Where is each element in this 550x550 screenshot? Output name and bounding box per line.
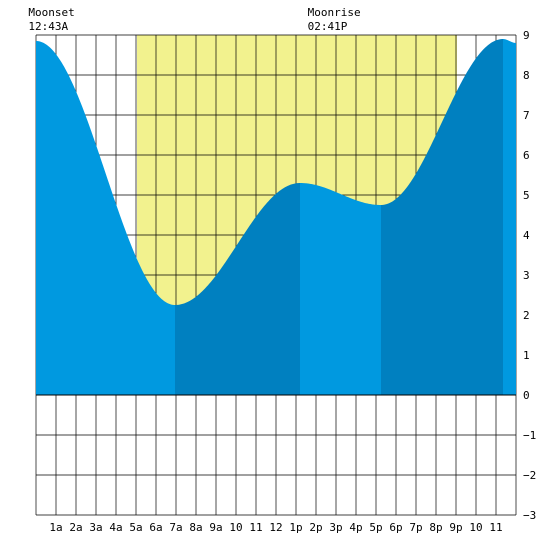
y-tick-label: −1 [523,429,536,442]
moon-event-time: 12:43A [28,20,68,33]
x-tick-label: 2p [309,521,322,534]
moon-event-name: Moonset [28,6,74,19]
x-tick-label: 11 [489,521,502,534]
y-tick-label: 3 [523,269,530,282]
tide-area-segment [381,39,503,395]
y-tick-label: 9 [523,29,530,42]
y-tick-label: 2 [523,309,530,322]
x-tick-label: 10 [469,521,482,534]
x-tick-label: 1p [289,521,302,534]
y-tick-label: −2 [523,469,536,482]
x-tick-label: 2a [69,521,82,534]
x-tick-label: 6a [149,521,162,534]
x-tick-label: 3p [329,521,342,534]
tide-area-segment [36,41,175,395]
x-tick-label: 8a [189,521,202,534]
x-tick-label: 9p [449,521,462,534]
tide-layer [36,39,516,395]
y-tick-label: −3 [523,509,536,522]
x-tick-label: 5p [369,521,382,534]
x-tick-label: 7a [169,521,182,534]
y-tick-label: 0 [523,389,530,402]
x-tick-label: 5a [129,521,142,534]
x-tick-label: 10 [229,521,242,534]
moon-event-name: Moonrise [308,6,361,19]
y-tick-label: 5 [523,189,530,202]
y-tick-label: 6 [523,149,530,162]
tide-area-segment [300,183,381,395]
x-tick-label: 7p [409,521,422,534]
moon-event-time: 02:41P [308,20,348,33]
x-tick-label: 9a [209,521,222,534]
x-tick-label: 4p [349,521,362,534]
x-tick-label: 8p [429,521,442,534]
x-tick-label: 4a [109,521,122,534]
y-tick-label: 1 [523,349,530,362]
tide-area-segment [503,39,516,395]
y-tick-label: 8 [523,69,530,82]
x-tick-label: 1a [49,521,62,534]
tide-area-segment [175,183,300,395]
x-tick-label: 6p [389,521,402,534]
x-tick-label: 11 [249,521,262,534]
y-tick-label: 4 [523,229,530,242]
x-tick-label: 3a [89,521,102,534]
x-tick-label: 12 [269,521,282,534]
y-tick-label: 7 [523,109,530,122]
